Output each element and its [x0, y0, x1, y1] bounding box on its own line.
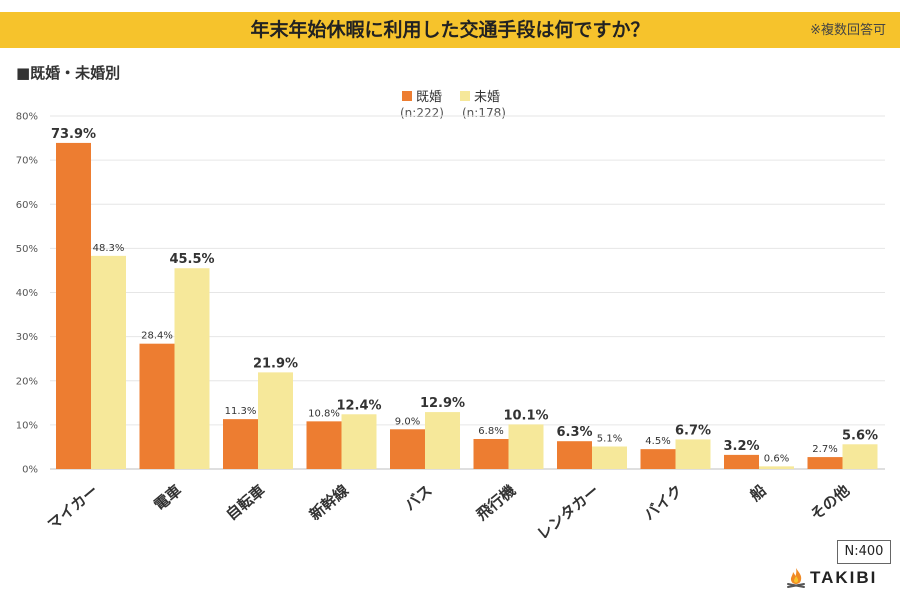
y-tick-label: 30%: [16, 332, 38, 343]
legend-item-unmarried: 未婚: [460, 86, 500, 105]
y-tick-label: 60%: [16, 200, 38, 211]
bar-unmarried: [258, 372, 293, 469]
category-label: マイカー: [44, 481, 102, 533]
bar-married: [640, 449, 676, 469]
y-tick-label: 0%: [22, 465, 38, 476]
data-label: 9.0%: [395, 416, 420, 427]
data-label: 0.6%: [764, 453, 789, 464]
takibi-logo: TAKIBI: [786, 566, 877, 590]
data-label: 6.7%: [675, 423, 711, 438]
y-tick-label: 10%: [16, 420, 38, 431]
bar-unmarried: [842, 444, 878, 469]
chart-subtitle: ■既婚・未婚別: [16, 64, 121, 82]
bar-married: [473, 438, 509, 469]
brand-name: TAKIBI: [810, 568, 878, 587]
category-label: 新幹線: [306, 481, 352, 524]
y-tick-label: 50%: [16, 244, 38, 255]
y-tick-label: 70%: [16, 156, 38, 167]
bar-married: [306, 421, 342, 469]
bar-unmarried: [675, 439, 711, 469]
data-label: 6.8%: [478, 426, 503, 437]
category-label: バス: [401, 481, 436, 514]
category-label: 船: [746, 481, 769, 504]
data-label: 12.9%: [420, 396, 465, 411]
data-label: 3.2%: [723, 439, 759, 454]
sample-size-box: N:400: [837, 540, 891, 564]
bar-married: [807, 457, 843, 469]
data-label: 45.5%: [169, 252, 214, 267]
bar-unmarried: [91, 255, 126, 469]
data-label: 12.4%: [336, 398, 381, 413]
category-label: バイク: [640, 481, 686, 524]
bar-unmarried: [759, 466, 794, 469]
multiple-answer-note: ※複数回答可: [810, 23, 886, 38]
data-label: 28.4%: [141, 331, 173, 342]
data-label: 5.6%: [842, 428, 878, 443]
category-label: 電車: [151, 481, 186, 514]
category-label: 自転車: [223, 481, 269, 524]
data-label: 10.8%: [308, 408, 340, 419]
bar-married: [56, 142, 91, 469]
data-label: 6.3%: [556, 425, 592, 440]
category-label: レンタカー: [534, 481, 603, 543]
data-label: 2.7%: [812, 444, 837, 455]
legend-item-married: 既婚: [402, 86, 442, 105]
bar-unmarried: [425, 412, 460, 469]
legend-swatch-married: [402, 90, 412, 101]
category-label: 飛行機: [472, 481, 519, 524]
data-label: 10.1%: [503, 408, 548, 423]
category-label: その他: [807, 481, 853, 524]
y-tick-label: 80%: [16, 112, 38, 123]
bar-unmarried: [508, 424, 544, 469]
data-label: 11.3%: [225, 406, 257, 417]
bar-unmarried: [592, 446, 627, 469]
data-label: 5.1%: [597, 433, 622, 444]
data-label: 73.9%: [51, 127, 96, 142]
bar-married: [390, 429, 425, 469]
bar-married: [139, 343, 175, 469]
campfire-icon: [787, 568, 805, 588]
data-label: 21.9%: [253, 356, 298, 371]
bar-married: [724, 454, 759, 469]
bar-unmarried: [341, 414, 377, 469]
y-tick-label: 40%: [16, 288, 38, 299]
legend-swatch-unmarried: [460, 90, 470, 101]
data-label: 48.3%: [93, 243, 125, 254]
bar-married: [557, 441, 592, 469]
legend-label-married: 既婚: [416, 90, 443, 105]
bar-married: [223, 419, 258, 469]
legend-label-unmarried: 未婚: [474, 90, 501, 105]
chart-title: 年末年始休暇に利用した交通手段は何ですか？: [250, 19, 650, 41]
data-label: 4.5%: [645, 436, 670, 447]
header-bar: 年末年始休暇に利用した交通手段は何ですか？ ※複数回答可: [0, 12, 900, 48]
y-tick-label: 20%: [16, 376, 38, 387]
bar-unmarried: [174, 268, 210, 469]
